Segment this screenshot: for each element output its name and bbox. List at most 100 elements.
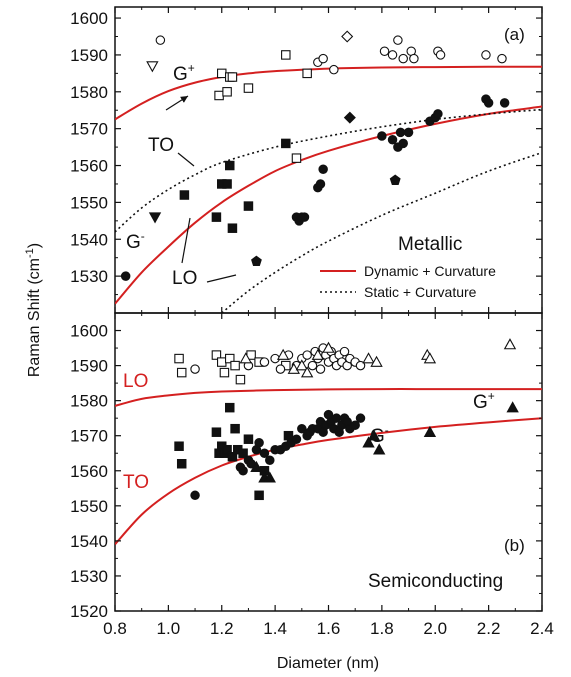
point-open-square: [211, 350, 222, 360]
point-filled-circle: [499, 98, 510, 108]
panel-a-curves: [115, 65, 542, 313]
curve-lo: [115, 388, 542, 407]
y-axis-label: Raman Shift (cm-1): [24, 243, 43, 377]
point-open-circle: [339, 346, 350, 357]
point-filled-circle: [238, 466, 248, 476]
point-filled-circle: [483, 98, 494, 108]
x-tick-label: 2.4: [530, 619, 554, 638]
point-open-circle: [259, 357, 270, 367]
point-open-square: [225, 353, 235, 364]
x-tick-label: 1.8: [370, 619, 394, 638]
point-filled-triangle-down: [148, 212, 162, 224]
point-open-square: [227, 72, 238, 82]
point-filled-circle: [318, 164, 328, 174]
y-tick-label: 1520: [70, 602, 108, 621]
y-tick-label: 1600: [70, 9, 108, 28]
point-filled-triangle: [263, 471, 276, 483]
point-filled-triangle: [367, 429, 381, 441]
point-filled-square: [238, 448, 248, 458]
y-tick-label: 1590: [70, 357, 108, 376]
panel-b-points: [174, 338, 519, 501]
point-open-circle: [409, 53, 419, 64]
point-filled-circle: [299, 212, 310, 222]
x-tick-label: 1.2: [210, 619, 234, 638]
point-open-triangle: [287, 362, 300, 374]
y-tick-label: 1530: [70, 567, 108, 586]
point-filled-square: [227, 223, 238, 233]
point-filled-circle: [259, 448, 270, 458]
point-filled-triangle: [362, 436, 375, 448]
point-filled-triangle: [373, 443, 386, 455]
point-open-circle: [481, 50, 491, 60]
point-open-square: [176, 367, 187, 378]
point-filled-circle: [377, 131, 387, 141]
point-filled-square: [254, 490, 264, 501]
y-tick-label: 1550: [70, 497, 108, 516]
point-open-square: [230, 360, 240, 371]
point-open-triangle-down: [146, 61, 159, 73]
point-open-circle: [398, 53, 408, 64]
x-tick-label: 1.6: [317, 619, 341, 638]
point-open-triangle: [239, 352, 252, 364]
panel-a-tag: (a): [504, 25, 525, 44]
point-filled-square: [281, 138, 291, 149]
point-open-circle: [497, 53, 507, 64]
point-open-square: [174, 353, 184, 364]
point-open-square: [222, 87, 232, 97]
panel-a-title: Metallic: [398, 234, 462, 255]
point-filled-circle: [315, 179, 326, 189]
point-open-circle: [435, 50, 446, 60]
curve-to-static: [115, 108, 542, 233]
point-open-square: [219, 367, 230, 378]
point-open-triangle: [311, 348, 325, 360]
point-filled-circle: [291, 434, 302, 444]
panel-b-tag: (b): [504, 536, 525, 555]
point-open-triangle: [295, 359, 308, 371]
point-filled-circle: [395, 127, 406, 138]
point-open-circle: [155, 35, 166, 45]
point-filled-square: [222, 179, 232, 189]
panel-b-title: Semiconducting: [368, 571, 503, 592]
point-open-circle: [329, 64, 339, 75]
point-open-circle: [315, 364, 326, 374]
y-tick-label: 1600: [70, 322, 108, 341]
point-open-circle: [307, 360, 318, 371]
curve-lo-dynamic: [115, 105, 542, 305]
point-filled-circle: [265, 455, 275, 465]
arrow-to-a: [177, 152, 195, 167]
point-open-circle: [275, 364, 286, 374]
point-open-circle: [190, 364, 200, 374]
annotation-lo-b: LO: [123, 371, 148, 392]
point-filled-square: [230, 423, 240, 434]
point-filled-square: [211, 427, 222, 437]
y-tick-label: 1540: [70, 532, 108, 551]
panel-semiconducting: 1520 1530 1540 1550 1560 1570 1580 1590 1600 (b)…: [70, 312, 543, 621]
point-filled-pentagon: [389, 174, 401, 185]
y-tick-label: 1540: [70, 230, 108, 249]
point-open-triangle: [370, 355, 383, 367]
point-filled-triangle: [250, 460, 263, 473]
point-filled-square: [227, 451, 238, 462]
arrow-g-plus-a: [165, 95, 189, 111]
point-filled-triangle: [423, 425, 437, 437]
point-open-triangle: [300, 366, 314, 378]
point-filled-circle: [120, 271, 131, 281]
point-open-square: [281, 50, 291, 60]
panel-a-y-ticks: 1530 1540 1550 1560 1570 1580 1590 1600: [70, 9, 542, 296]
point-open-circle: [393, 35, 403, 45]
y-tick-label: 1580: [70, 83, 108, 102]
point-open-square: [291, 153, 302, 163]
annotation-g-minus-a: G-: [126, 229, 145, 253]
panel-a-x-ticks: [114, 7, 543, 313]
y-tick-label: 1550: [70, 193, 108, 212]
point-filled-pentagon: [251, 255, 262, 267]
x-tick-label: 1.4: [263, 619, 287, 638]
point-open-triangle: [503, 338, 517, 350]
x-tick-labels: 0.8 1.0 1.2 1.4 1.6 1.8 2.0 2.2 2.4: [103, 619, 554, 638]
x-tick-label: 2.0: [423, 619, 447, 638]
annotation-g-minus-b: G-: [370, 423, 389, 447]
point-filled-circle: [387, 134, 398, 145]
annotation-to-a: TO: [148, 135, 174, 156]
